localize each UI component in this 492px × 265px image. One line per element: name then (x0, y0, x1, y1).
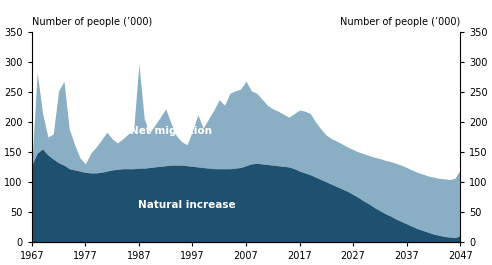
Text: Net migration: Net migration (130, 126, 212, 136)
Text: Number of people (’000): Number of people (’000) (340, 17, 460, 27)
Text: Number of people (’000): Number of people (’000) (32, 17, 152, 27)
Text: Natural increase: Natural increase (138, 200, 236, 210)
